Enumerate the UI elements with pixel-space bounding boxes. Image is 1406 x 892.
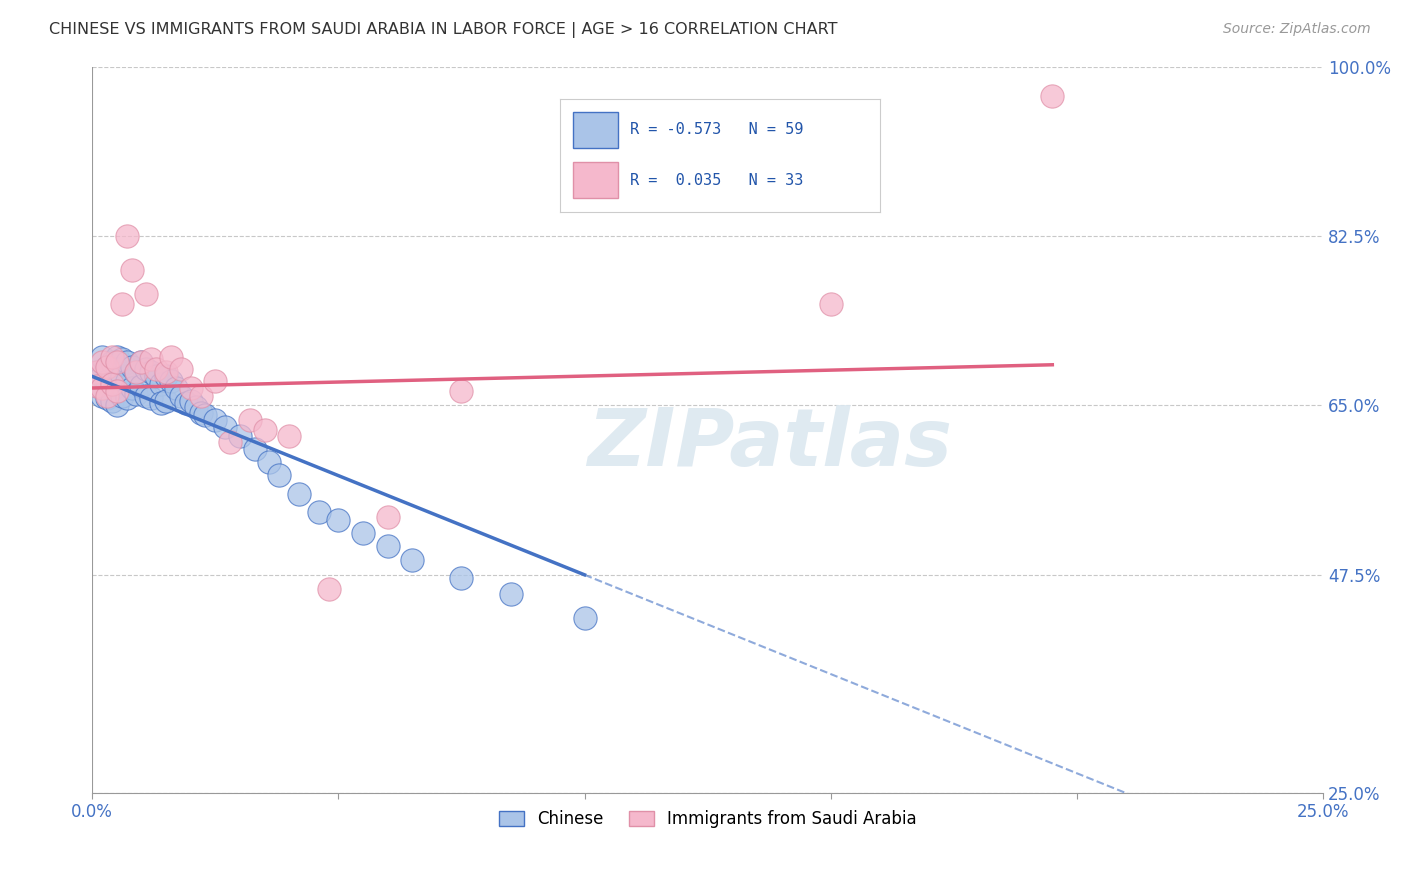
Point [91,355,114,369]
Point [115,355,138,369]
Point [450,571,472,585]
Text: CHINESE VS IMMIGRANTS FROM SAUDI ARABIA IN LABOR FORCE | AGE > 16 CORRELATION CH: CHINESE VS IMMIGRANTS FROM SAUDI ARABIA … [49,22,838,38]
Point [1040,88,1063,103]
Point [121,359,143,374]
Point [125,386,148,401]
Point [96,389,118,403]
Point [135,389,157,403]
Point [194,408,217,422]
Point [165,381,187,395]
Point [180,393,202,408]
Point [499,587,522,601]
Point [105,350,128,364]
Point [239,413,262,427]
Point [135,361,157,376]
Point [150,377,173,392]
Point [105,384,128,398]
Point [121,263,143,277]
Point [141,351,163,366]
Point [160,350,183,364]
Point [145,369,167,384]
Point [352,526,374,541]
Point [101,355,124,369]
Point [190,389,212,403]
Point [450,384,472,398]
Point [101,377,124,392]
Text: ZIPatlas: ZIPatlas [586,405,952,483]
Point [308,505,330,519]
Point [91,381,114,395]
Point [170,389,193,403]
Point [86,379,108,393]
Point [96,359,118,374]
Point [219,435,242,450]
Point [243,442,266,456]
Point [96,359,118,374]
Point [131,355,153,369]
Point [318,582,340,597]
Point [105,355,128,369]
Point [131,355,153,369]
Legend: Chinese, Immigrants from Saudi Arabia: Chinese, Immigrants from Saudi Arabia [492,804,924,835]
Point [101,377,124,392]
Point [111,369,134,384]
Point [91,369,114,384]
Point [401,553,423,567]
Point [141,365,163,379]
Point [377,539,399,553]
Point [86,365,108,379]
Point [150,396,173,410]
Point [101,350,124,364]
Point [328,513,350,527]
Point [155,365,177,379]
Point [184,401,207,415]
Point [160,374,183,388]
Point [574,611,596,625]
Point [111,297,134,311]
Point [115,374,138,388]
Point [135,287,157,301]
Point [170,361,193,376]
Point [91,350,114,364]
Point [125,365,148,379]
Point [259,454,281,468]
Point [204,374,226,388]
Point [214,419,236,434]
Point [278,429,301,443]
Point [269,468,291,483]
Point [105,399,128,413]
Point [115,391,138,405]
Point [105,379,128,393]
Point [180,381,202,395]
Point [96,391,118,405]
Point [820,297,842,311]
Point [253,423,276,437]
Point [229,429,252,443]
Point [115,229,138,244]
Point [190,406,212,420]
Point [111,389,134,403]
Point [288,487,311,501]
Point [145,361,167,376]
Point [111,351,134,366]
Point [96,374,118,388]
Point [125,365,148,379]
Text: Source: ZipAtlas.com: Source: ZipAtlas.com [1223,22,1371,37]
Point [101,393,124,408]
Point [377,509,399,524]
Point [86,379,108,393]
Point [86,365,108,379]
Point [105,361,128,376]
Point [174,396,197,410]
Point [155,369,177,384]
Point [155,393,177,408]
Point [91,389,114,403]
Point [121,381,143,395]
Point [204,413,226,427]
Point [131,379,153,393]
Point [141,391,163,405]
